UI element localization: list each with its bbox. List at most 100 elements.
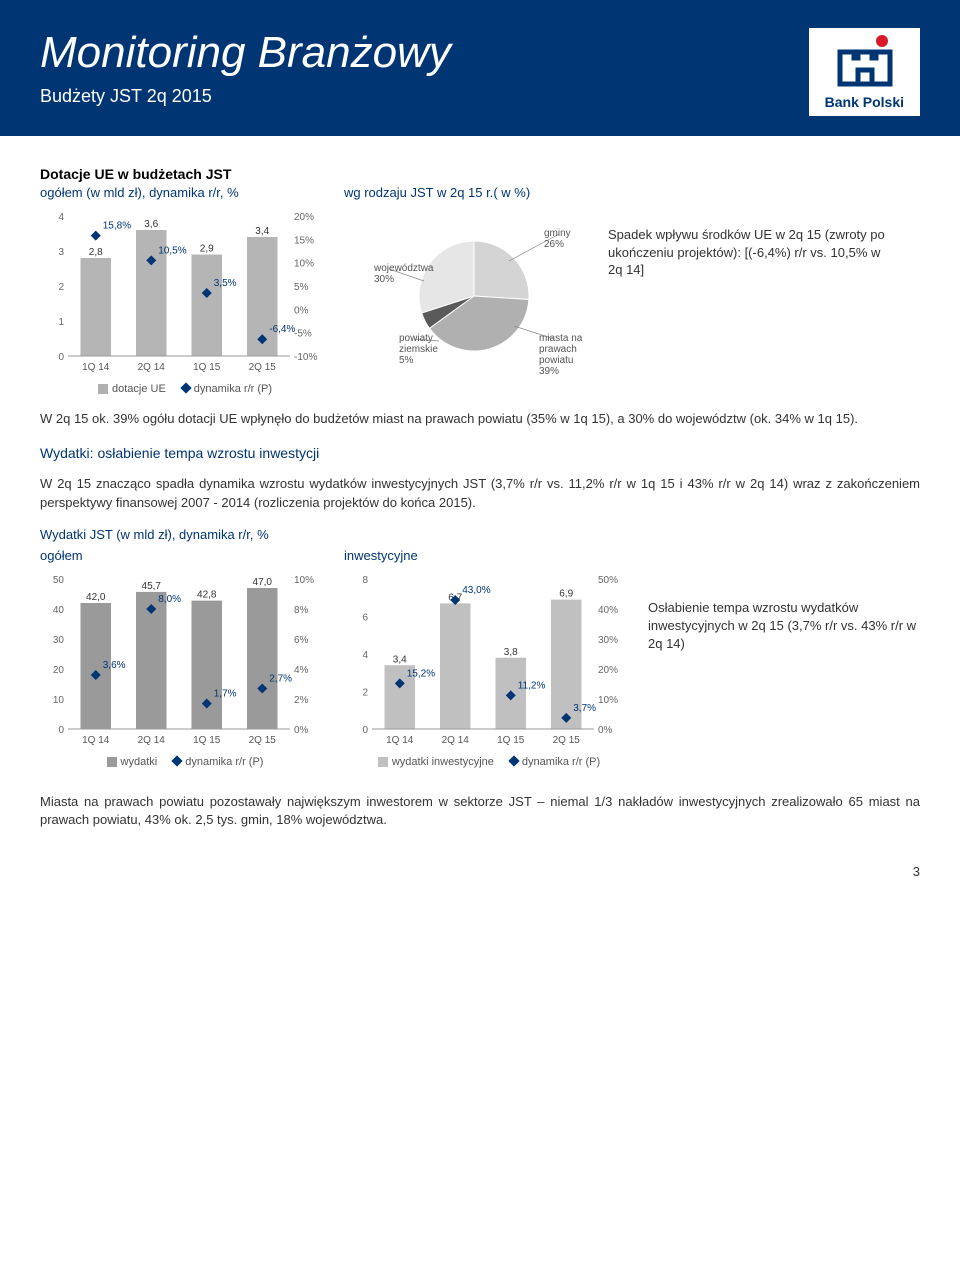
pko-logo-icon [830, 34, 898, 88]
svg-text:15,8%: 15,8% [103, 221, 131, 232]
svg-text:2Q 15: 2Q 15 [553, 735, 581, 746]
svg-text:15,2%: 15,2% [407, 668, 435, 679]
section-b-title: Wydatki JST (w mld zł), dynamika r/r, % [40, 527, 920, 542]
bar-chart-inwestycje: 024680%10%20%30%40%50%3,41Q 1415,2%6,72Q… [344, 569, 634, 779]
svg-text:miasta na: miasta na [539, 333, 583, 344]
svg-text:8: 8 [362, 575, 368, 586]
svg-text:8,0%: 8,0% [158, 594, 181, 605]
bank-name: Bank Polski [819, 92, 910, 112]
svg-text:10%: 10% [294, 575, 314, 586]
svg-text:5%: 5% [294, 282, 309, 293]
svg-text:3: 3 [58, 247, 64, 258]
svg-text:2Q 14: 2Q 14 [138, 735, 166, 746]
section-b-right: inwestycyjne [344, 548, 634, 563]
svg-text:1Q 14: 1Q 14 [82, 735, 110, 746]
svg-text:2,8: 2,8 [89, 247, 103, 258]
bar-chart-dotacje: 01234-10%-5%0%5%10%15%20%2,81Q 1415,8%3,… [40, 206, 330, 396]
svg-text:4: 4 [362, 650, 368, 661]
content: Dotacje UE w budżetach JST ogółem (w mld… [0, 136, 960, 854]
svg-text:11,2%: 11,2% [518, 680, 546, 691]
svg-text:3,5%: 3,5% [214, 278, 237, 289]
svg-text:45,7: 45,7 [142, 580, 162, 591]
svg-text:2Q 15: 2Q 15 [249, 735, 277, 746]
svg-text:4: 4 [58, 212, 64, 223]
legend-item-diamond: dynamika r/r (P) [173, 756, 263, 768]
svg-text:1,7%: 1,7% [214, 688, 237, 699]
bar-chart-wydatki: 010203040500%2%4%6%8%10%42,01Q 143,6%45,… [40, 569, 330, 779]
svg-text:10%: 10% [598, 695, 618, 706]
svg-text:42,8: 42,8 [197, 589, 217, 600]
svg-text:20%: 20% [598, 665, 618, 676]
svg-text:3,7%: 3,7% [573, 702, 596, 713]
svg-text:0%: 0% [294, 725, 309, 736]
svg-text:2Q 15: 2Q 15 [249, 362, 277, 373]
svg-text:1Q 15: 1Q 15 [497, 735, 525, 746]
svg-text:43,0%: 43,0% [462, 585, 490, 596]
para-1: W 2q 15 ok. 39% ogółu dotacji UE wpłynęł… [40, 410, 920, 429]
chart3-legend: wydatki inwestycyjne dynamika r/r (P) [344, 756, 634, 768]
svg-text:0: 0 [362, 725, 368, 736]
svg-text:5%: 5% [399, 355, 414, 366]
svg-text:3,6: 3,6 [144, 219, 158, 230]
svg-text:3,4: 3,4 [393, 654, 407, 665]
svg-text:1Q 14: 1Q 14 [82, 362, 110, 373]
svg-text:2Q 14: 2Q 14 [442, 735, 470, 746]
blue-heading: Wydatki: osłabienie tempa wzrostu inwest… [40, 445, 920, 461]
svg-text:42,0: 42,0 [86, 592, 106, 603]
svg-text:3,8: 3,8 [504, 646, 518, 657]
svg-text:-5%: -5% [294, 329, 312, 340]
svg-text:1Q 15: 1Q 15 [193, 362, 221, 373]
svg-text:1Q 15: 1Q 15 [193, 735, 221, 746]
legend-item-diamond: dynamika r/r (P) [182, 383, 272, 395]
row-bottom: 010203040500%2%4%6%8%10%42,01Q 143,6%45,… [40, 569, 920, 779]
svg-text:1: 1 [58, 317, 64, 328]
svg-text:26%: 26% [544, 239, 564, 250]
svg-text:0: 0 [58, 725, 64, 736]
section-b-left: ogółem [40, 548, 330, 563]
svg-text:prawach: prawach [539, 344, 577, 355]
pie-chart: gminy26%miasta naprawachpowiatu39%powiat… [344, 206, 594, 396]
svg-text:20: 20 [53, 665, 65, 676]
svg-text:4%: 4% [294, 665, 309, 676]
chart1-title: ogółem (w mld zł), dynamika r/r, % [40, 185, 330, 200]
doc-title: Monitoring Branżowy [40, 28, 451, 78]
header: Monitoring Branżowy Budżety JST 2q 2015 … [0, 0, 960, 136]
svg-text:województwa: województwa [373, 263, 434, 274]
svg-text:0%: 0% [294, 305, 309, 316]
svg-text:2Q 14: 2Q 14 [138, 362, 166, 373]
svg-text:2%: 2% [294, 695, 309, 706]
svg-text:2: 2 [362, 687, 368, 698]
legend-item-diamond: dynamika r/r (P) [510, 756, 600, 768]
legend-item-bar: wydatki [107, 756, 158, 768]
chart2-legend: wydatki dynamika r/r (P) [40, 756, 330, 768]
section-a-title: Dotacje UE w budżetach JST [40, 166, 920, 182]
svg-text:30%: 30% [598, 635, 618, 646]
svg-text:15%: 15% [294, 235, 314, 246]
svg-text:30: 30 [53, 635, 65, 646]
svg-text:39%: 39% [539, 366, 559, 377]
svg-text:30%: 30% [374, 274, 394, 285]
svg-text:powiatu: powiatu [539, 355, 573, 366]
note-b: Osłabienie tempa wzrostu wydatków inwest… [648, 569, 918, 654]
row-top: 01234-10%-5%0%5%10%15%20%2,81Q 1415,8%3,… [40, 206, 920, 396]
svg-text:50: 50 [53, 575, 65, 586]
svg-text:47,0: 47,0 [253, 577, 273, 588]
svg-text:6,9: 6,9 [559, 588, 573, 599]
bank-logo: Bank Polski [809, 28, 920, 116]
para-3: Miasta na prawach powiatu pozostawały na… [40, 793, 920, 831]
svg-text:40%: 40% [598, 605, 618, 616]
svg-text:1Q 14: 1Q 14 [386, 735, 414, 746]
svg-text:10: 10 [53, 695, 65, 706]
svg-text:6: 6 [362, 612, 368, 623]
svg-text:2,7%: 2,7% [269, 673, 292, 684]
svg-text:0%: 0% [598, 725, 613, 736]
chart1-legend: dotacje UE dynamika r/r (P) [40, 383, 330, 395]
note-a: Spadek wpływu środków UE w 2q 15 (zwroty… [608, 206, 888, 396]
legend-item-bar: dotacje UE [98, 383, 166, 395]
legend-item-bar: wydatki inwestycyjne [378, 756, 494, 768]
svg-text:3,6%: 3,6% [103, 660, 126, 671]
doc-subtitle: Budżety JST 2q 2015 [40, 86, 451, 107]
svg-text:40: 40 [53, 605, 65, 616]
svg-text:6%: 6% [294, 635, 309, 646]
svg-text:20%: 20% [294, 212, 314, 223]
